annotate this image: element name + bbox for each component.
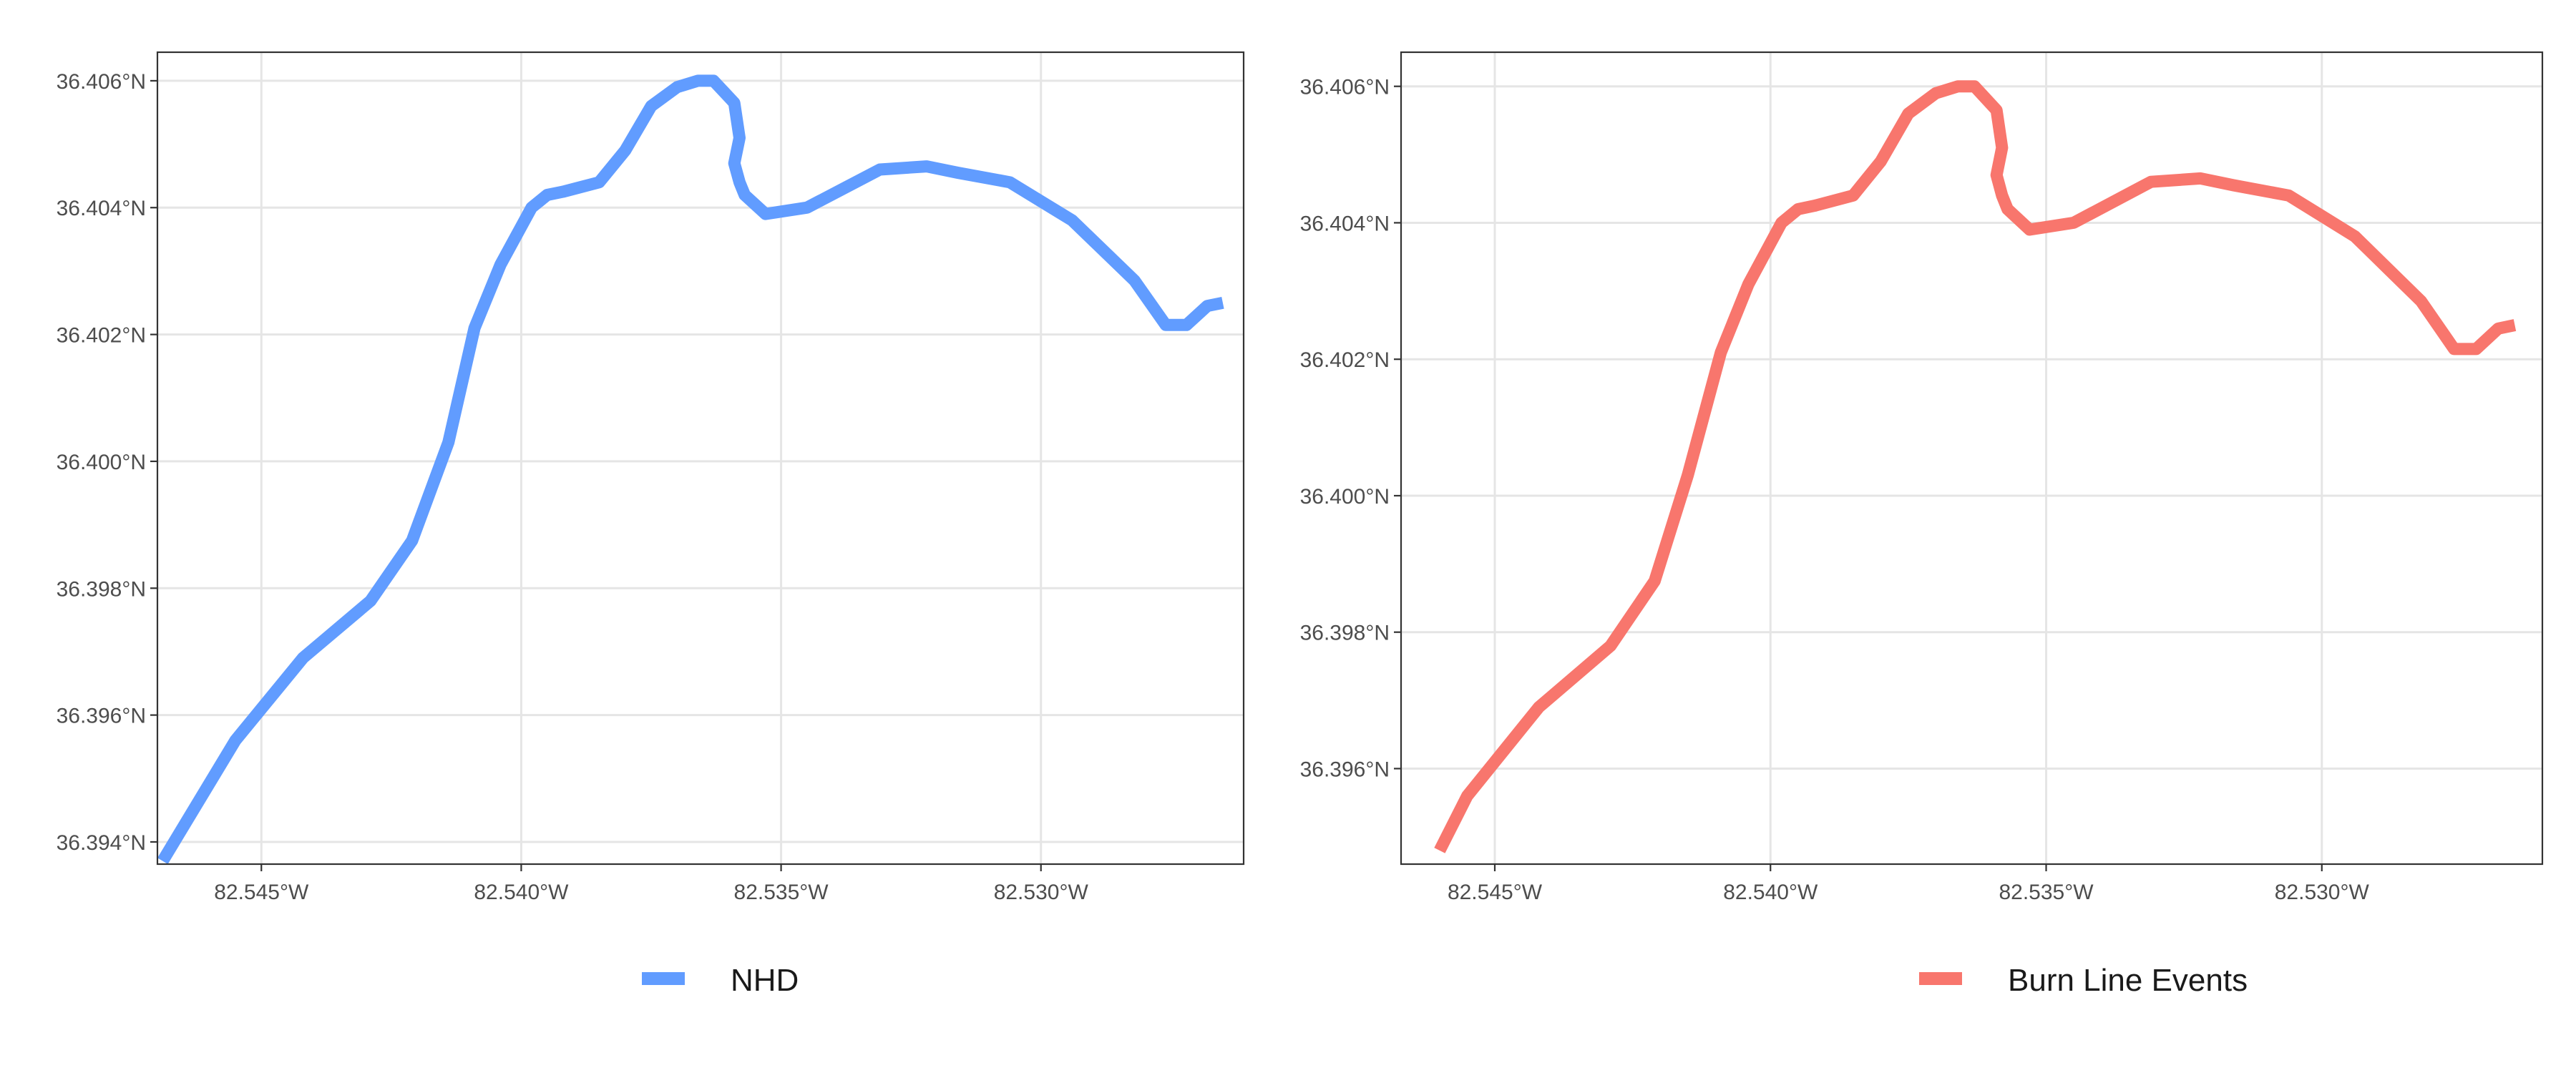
x-tick-label: 82.545°W [1448,881,1543,904]
legend-label: NHD [731,963,799,998]
x-tick-label: 82.530°W [2275,881,2370,904]
y-tick-label: 36.406°N [57,70,146,94]
x-tick-label: 82.535°W [734,881,829,904]
y-tick-label: 36.402°N [57,324,146,348]
x-tick-label: 82.545°W [214,881,309,904]
x-tick-label: 82.540°W [1723,881,1818,904]
y-tick-label: 36.398°N [57,577,146,601]
legend: Burn Line Events [1919,963,2248,998]
legend-key [642,972,685,985]
y-tick-label: 36.398°N [1300,622,1390,645]
plot-background [157,52,1244,864]
y-tick-label: 36.400°N [57,451,146,474]
y-tick-label: 36.406°N [1300,76,1390,99]
legend-key [1919,972,1962,985]
plot-frame [156,51,1245,866]
y-tick-label: 36.396°N [57,705,146,728]
river-line-burn-line-events [1434,80,2517,853]
river-line-nhd [157,74,1224,864]
y-tick-label: 36.400°N [1300,485,1390,509]
legend: NHD [642,963,799,998]
y-tick-label: 36.404°N [1300,212,1390,235]
y-tick-label: 36.404°N [57,197,146,220]
legend-label: Burn Line Events [2008,963,2248,998]
plot-frame [1400,51,2544,866]
x-tick-label: 82.530°W [994,881,1089,904]
right-map-panel: 82.545°W 82.540°W 82.535°W 82.530°W 36.396°N… [1300,51,2544,998]
y-tick-label: 36.402°N [1300,348,1390,372]
y-tick-label: 36.394°N [57,831,146,855]
y-tick-label: 36.396°N [1300,758,1390,781]
x-tick-label: 82.535°W [1999,881,2094,904]
plot-background [1401,52,2542,864]
left-map-panel: 82.545°W 82.540°W 82.535°W 82.530°W 36.394°N… [57,51,1245,998]
x-tick-label: 82.540°W [474,881,569,904]
